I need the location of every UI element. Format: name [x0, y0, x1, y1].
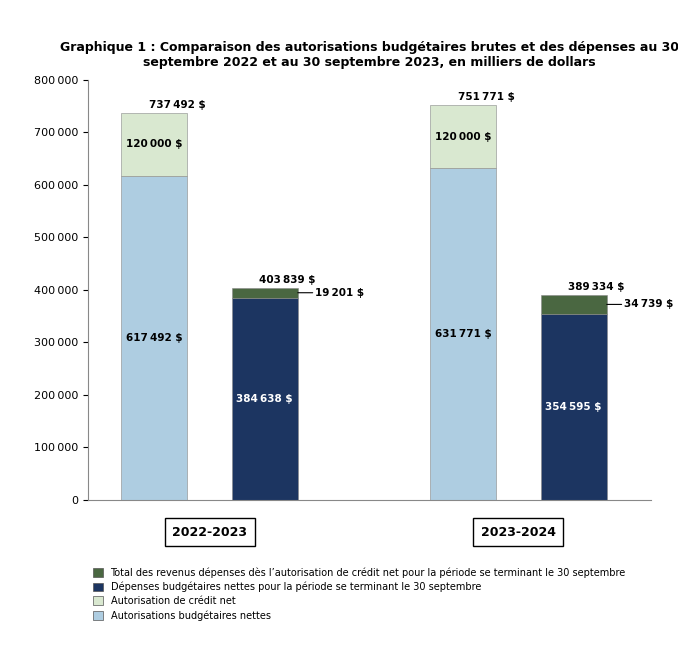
Bar: [232, 298, 298, 500]
Text: 19 201 $: 19 201 $: [298, 288, 365, 298]
Bar: [540, 295, 607, 314]
Bar: [431, 168, 496, 500]
Text: 34 739 $: 34 739 $: [607, 300, 674, 310]
Bar: [121, 176, 187, 500]
Text: 2022-2023: 2022-2023: [172, 525, 247, 539]
Text: 120 000 $: 120 000 $: [126, 139, 182, 149]
Text: 120 000 $: 120 000 $: [435, 132, 492, 142]
Legend: Total des revenus dépenses dès l’autorisation de crédit net pour la période se t: Total des revenus dépenses dès l’autoris…: [93, 567, 626, 621]
Text: 389 334 $: 389 334 $: [568, 282, 624, 292]
Text: 354 595 $: 354 595 $: [545, 402, 602, 412]
Title: Graphique 1 : Comparaison des autorisations budgétaires brutes et des dépenses a: Graphique 1 : Comparaison des autorisati…: [60, 41, 678, 69]
Text: 2023-2024: 2023-2024: [481, 525, 556, 539]
Bar: [232, 288, 298, 298]
Text: 751 771 $: 751 771 $: [458, 92, 515, 102]
Bar: [121, 113, 187, 176]
Bar: [540, 314, 607, 500]
Bar: [431, 105, 496, 168]
Text: 631 771 $: 631 771 $: [435, 329, 492, 339]
Text: 403 839 $: 403 839 $: [259, 274, 316, 284]
Text: 737 492 $: 737 492 $: [149, 99, 205, 110]
Text: 617 492 $: 617 492 $: [126, 332, 182, 342]
Text: 384 638 $: 384 638 $: [237, 394, 293, 404]
